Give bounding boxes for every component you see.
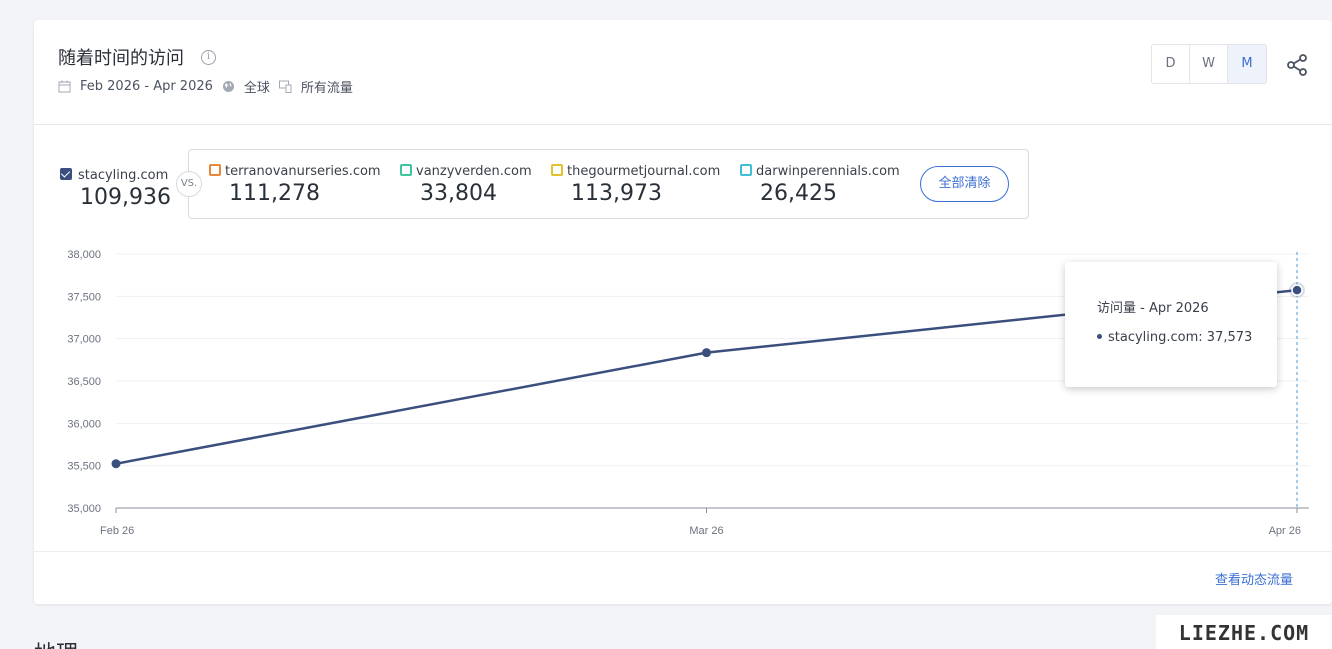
x-tick-label: Feb 26: [100, 525, 134, 537]
competitor-checkbox[interactable]: [209, 164, 221, 176]
competitor-value: 26,425: [760, 181, 837, 206]
card-title: 随着时间的访问 i: [58, 44, 216, 70]
info-icon[interactable]: i: [201, 49, 216, 65]
competitor-value: 111,278: [229, 181, 320, 206]
data-point: [702, 348, 711, 358]
watermark-logo: LIEZHE.COM: [1156, 615, 1332, 649]
card-title-text: 随着时间的访问: [58, 48, 184, 69]
share-icon[interactable]: [1286, 54, 1308, 76]
visits-over-time-card: 随着时间的访问 i Feb 2026 - Apr 2026 全球 所有流量 D …: [34, 20, 1332, 604]
region-label: 全球: [243, 81, 270, 96]
x-tick-label: Mar 26: [689, 525, 723, 537]
devices-icon: [278, 80, 292, 93]
competitor-domain: terranovanurseries.com: [225, 164, 381, 179]
competitor-domain: thegourmetjournal.com: [567, 164, 721, 179]
calendar-icon: [58, 80, 71, 93]
date-range: Feb 2026 - Apr 2026: [80, 79, 213, 94]
competitor-value: 33,804: [420, 181, 497, 206]
y-tick-label: 35,000: [67, 503, 101, 515]
chart-tooltip: 访问量 - Apr 2026 stacyling.com: 37,573: [1065, 262, 1277, 387]
clear-all-button[interactable]: 全部清除: [920, 166, 1009, 202]
competitor-domain: vanzyverden.com: [416, 164, 532, 179]
series-dot-icon: [1097, 334, 1102, 339]
filter-summary: Feb 2026 - Apr 2026 全球 所有流量: [58, 77, 362, 96]
primary-value: 109,936: [80, 185, 171, 210]
toggle-week[interactable]: W: [1190, 45, 1228, 83]
data-point: [111, 459, 121, 469]
footer-divider: [34, 551, 1332, 552]
tooltip-row-text: stacyling.com: 37,573: [1108, 330, 1253, 345]
competitor-item[interactable]: thegourmetjournal.com 113,973: [551, 160, 720, 206]
toggle-day[interactable]: D: [1152, 45, 1190, 83]
globe-icon: [222, 81, 234, 92]
tooltip-row: stacyling.com: 37,573: [1097, 330, 1252, 345]
y-tick-label: 36,500: [67, 376, 101, 388]
vs-badge: VS.: [176, 171, 202, 197]
primary-domain: stacyling.com: [78, 168, 169, 183]
competitor-item[interactable]: darwinperennials.com 26,425: [740, 160, 900, 206]
y-tick-label: 38,000: [67, 249, 101, 261]
x-tick-label: Apr 26: [1269, 525, 1301, 537]
header-divider: [34, 124, 1332, 125]
tooltip-header: 访问量 - Apr 2026: [1097, 301, 1209, 316]
competitor-item[interactable]: terranovanurseries.com 111,278: [209, 160, 381, 206]
competitor-checkbox[interactable]: [740, 164, 752, 176]
geography-section-title: 地理: [34, 636, 78, 649]
y-tick-label: 35,500: [67, 461, 101, 473]
competitor-box: terranovanurseries.com 111,278 vanzyverd…: [188, 149, 1029, 219]
competitor-checkbox[interactable]: [400, 164, 412, 176]
data-point: [1291, 284, 1303, 296]
toggle-month[interactable]: M: [1228, 45, 1266, 83]
y-tick-label: 37,500: [67, 291, 101, 303]
competitor-checkbox[interactable]: [551, 164, 563, 176]
granularity-toggle: D W M: [1151, 44, 1267, 84]
primary-checkbox[interactable]: [60, 168, 72, 180]
y-tick-label: 36,000: [67, 418, 101, 430]
competitor-domain: darwinperennials.com: [756, 164, 900, 179]
competitor-value: 113,973: [571, 181, 662, 206]
traffic-label: 所有流量: [300, 81, 353, 96]
primary-site[interactable]: stacyling.com 109,936: [60, 164, 171, 210]
competitor-item[interactable]: vanzyverden.com 33,804: [400, 160, 532, 206]
view-dynamic-traffic-link[interactable]: 查看动态流量: [1215, 573, 1294, 588]
y-tick-label: 37,000: [67, 334, 101, 346]
